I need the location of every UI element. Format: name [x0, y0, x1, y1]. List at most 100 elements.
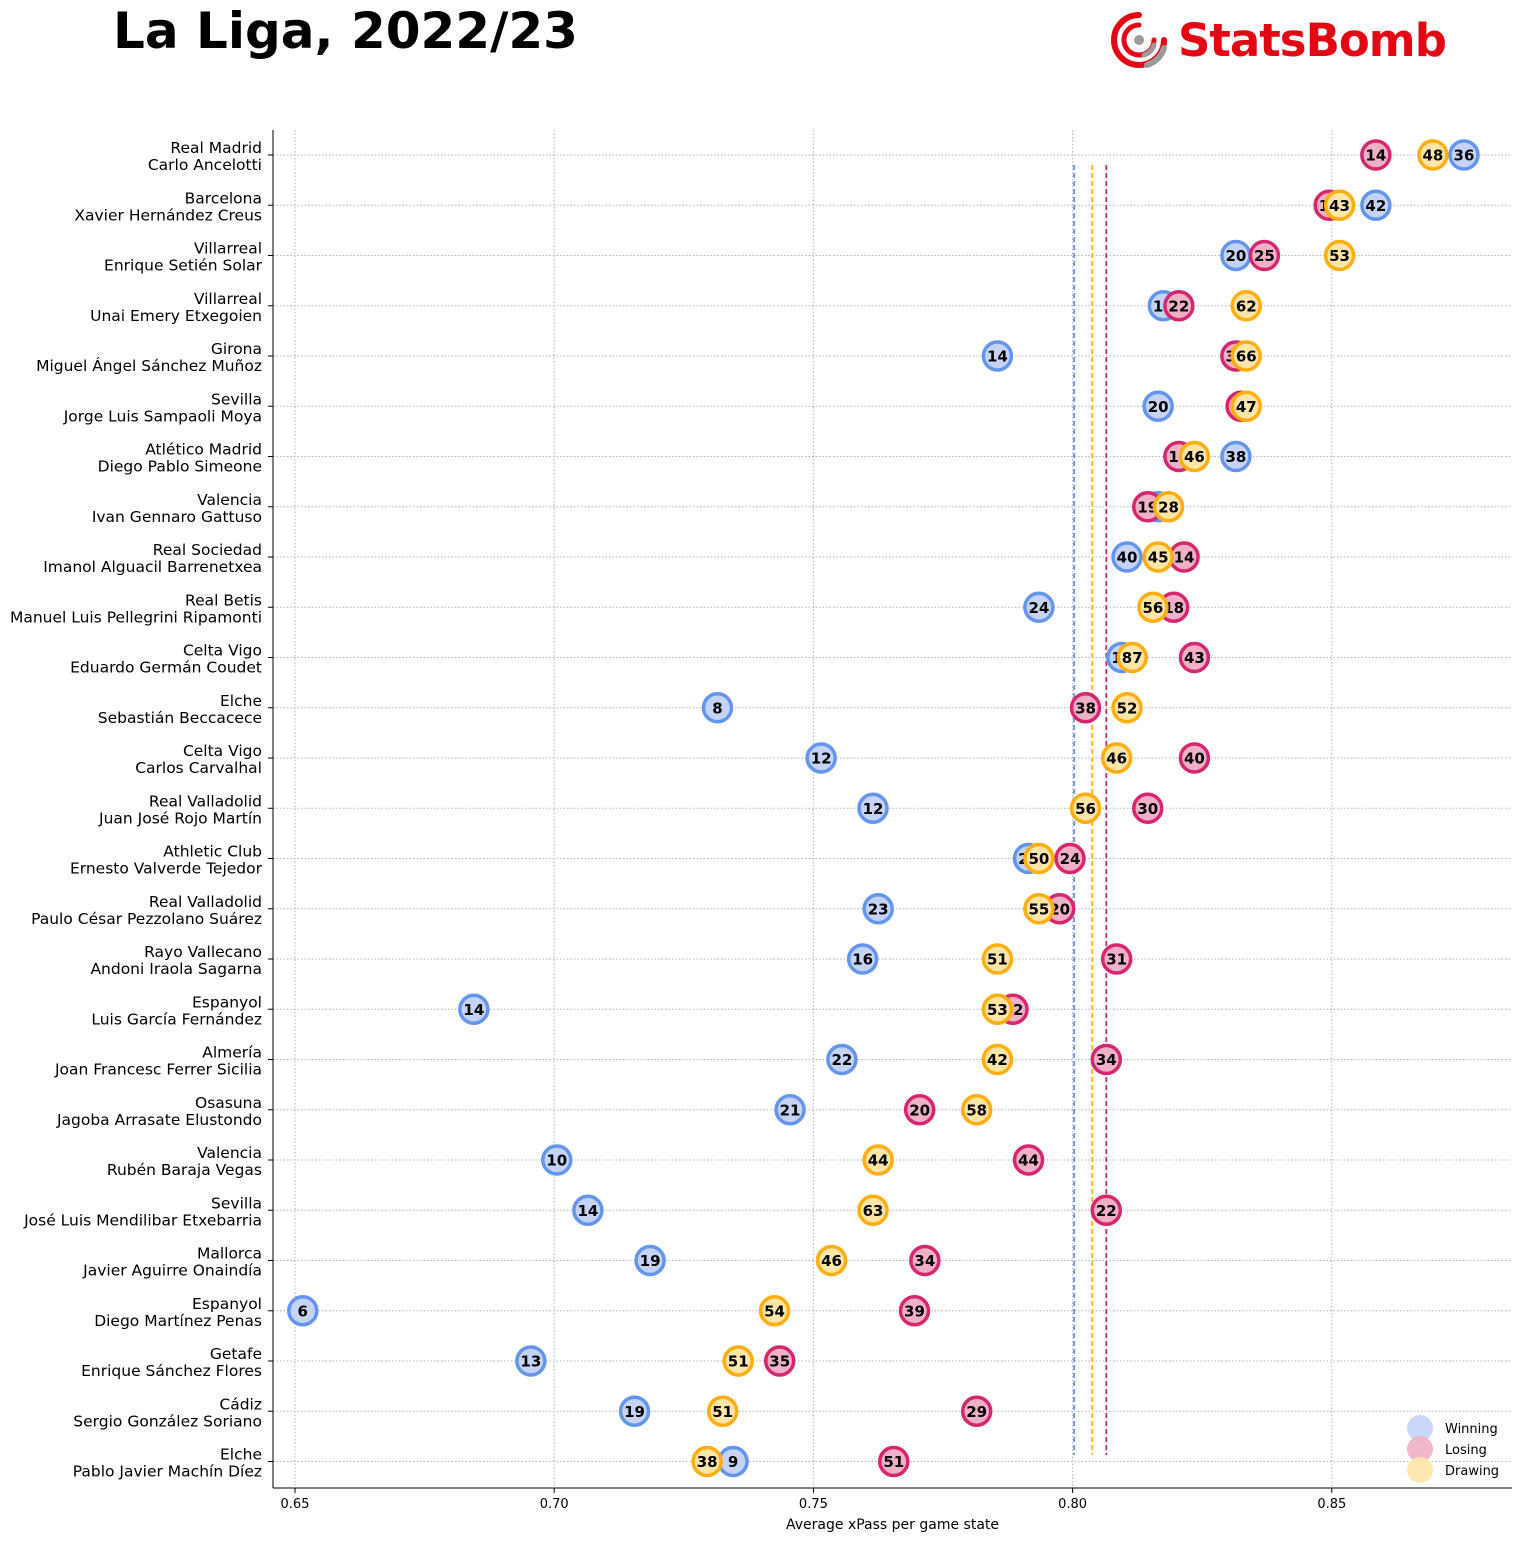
point-label-losing: 22 [1096, 1202, 1117, 1220]
y-tick-label-team: Celta Vigo [183, 742, 262, 760]
y-tick-label-team: Real Valladolid [149, 792, 262, 810]
y-tick-label-team: Sevilla [211, 1194, 262, 1212]
point-label-winning: 14 [577, 1202, 598, 1220]
point-label-drawing: 55 [1028, 900, 1049, 918]
legend-label-losing: Losing [1445, 1443, 1487, 1458]
y-tick-label-manager: Unai Emery Etxegoien [90, 307, 262, 325]
point-drawing [1178, 440, 1211, 473]
point-label-losing: 34 [1096, 1051, 1117, 1069]
x-tick-label: 0.65 [281, 1497, 310, 1512]
point-winning [1448, 139, 1480, 171]
point-winning [287, 1295, 319, 1327]
y-tick-label-team: Real Betis [185, 591, 262, 609]
point-drawing [1230, 390, 1263, 422]
x-tick-label: 0.70 [540, 1497, 569, 1512]
y-tick-label-manager: Sebastián Beccacece [98, 709, 262, 727]
y-tick-label-team: Rayo Vallecano [144, 943, 262, 961]
point-label-drawing: 56 [1075, 800, 1096, 818]
y-tick-label-manager: Andoni Iraola Sagarna [90, 960, 262, 978]
point-label-drawing: 53 [987, 1001, 1008, 1019]
point-drawing [857, 1194, 889, 1226]
x-tick-label: 0.85 [1317, 1497, 1346, 1512]
point-losing [1069, 692, 1102, 724]
point-label-drawing: 46 [821, 1252, 842, 1270]
point-label-losing: 25 [1254, 247, 1275, 265]
point-winning [826, 1043, 858, 1076]
y-tick-label-team: Cádiz [219, 1395, 262, 1413]
point-winning [774, 1094, 806, 1126]
point-label-winning: 14 [987, 348, 1008, 366]
y-tick-label-manager: Joan Francesc Ferrer Sicilia [54, 1061, 262, 1079]
point-losing [878, 1445, 910, 1478]
point-drawing [1111, 692, 1143, 724]
point-winning [846, 943, 879, 975]
point-label-losing: 14 [1174, 549, 1195, 567]
y-tick-label-manager: Javier Aguirre Onaindía [82, 1262, 262, 1280]
y-tick-label-manager: Pablo Javier Machín Díez [73, 1463, 262, 1481]
point-label-drawing: 66 [1236, 348, 1257, 366]
point-losing [1090, 1043, 1123, 1076]
point-label-drawing: 63 [863, 1202, 884, 1220]
point-drawing [1069, 792, 1102, 824]
point-label-winning: 40 [1117, 549, 1138, 567]
point-label-winning: 13 [520, 1353, 541, 1371]
point-losing [1054, 842, 1086, 875]
point-label-drawing: 42 [987, 1051, 1008, 1069]
point-label-drawing: 54 [764, 1302, 785, 1320]
y-tick-label-team: Getafe [210, 1345, 262, 1363]
point-losing [898, 1295, 931, 1327]
point-label-drawing: 56 [1143, 599, 1164, 617]
y-tick-label-manager: José Luis Mendilibar Etxebarria [23, 1211, 262, 1229]
point-label-losing: 29 [966, 1403, 987, 1421]
point-label-losing: 43 [1184, 649, 1205, 667]
point-drawing [1230, 290, 1263, 322]
y-tick-label-team: Espanyol [192, 993, 262, 1011]
point-losing [1100, 943, 1133, 975]
point-drawing [862, 1144, 894, 1176]
point-label-winning: 38 [1225, 448, 1246, 466]
point-drawing [981, 993, 1014, 1025]
y-tick-label-manager: Sergio González Soriano [73, 1412, 262, 1430]
point-winning [458, 993, 490, 1025]
point-label-losing: 30 [1137, 800, 1158, 818]
y-tick-label-team: Villarreal [194, 290, 262, 308]
point-winning [618, 1395, 651, 1427]
point-label-drawing: 43 [1329, 197, 1350, 215]
point-label-drawing: 62 [1236, 297, 1257, 315]
point-label-winning: 12 [863, 800, 884, 818]
point-label-drawing: 58 [966, 1101, 987, 1119]
x-tick-label: 0.80 [1058, 1497, 1087, 1512]
legend-marker-losing [1407, 1436, 1433, 1462]
point-label-winning: 23 [868, 900, 889, 918]
point-drawing [1116, 641, 1148, 674]
point-label-losing: 40 [1184, 750, 1205, 768]
y-tick-label-manager: Diego Martínez Penas [94, 1312, 262, 1330]
point-label-drawing: 51 [728, 1353, 749, 1371]
point-losing [903, 1094, 936, 1126]
legend-label-winning: Winning [1445, 1422, 1498, 1437]
point-losing [909, 1244, 941, 1277]
y-tick-label-manager: Rubén Baraja Vegas [107, 1161, 262, 1179]
y-tick-label-manager: Ivan Gennaro Gattuso [92, 508, 262, 526]
point-winning [857, 792, 889, 824]
point-winning [805, 742, 837, 774]
point-drawing [758, 1295, 791, 1327]
point-label-winning: 20 [1225, 247, 1246, 265]
point-drawing [981, 1043, 1014, 1076]
point-drawing [1142, 541, 1174, 573]
x-axis-label: Average xPass per game state [786, 1517, 999, 1533]
y-tick-label-team: Elche [220, 692, 262, 710]
point-label-drawing: 87 [1122, 649, 1143, 667]
point-label-drawing: 51 [987, 951, 1008, 969]
point-label-losing: 39 [904, 1302, 925, 1320]
point-winning [634, 1244, 666, 1277]
y-tick-label-manager: Luis García Fernández [91, 1010, 262, 1028]
point-winning [862, 893, 894, 925]
y-tick-label-manager: Paulo César Pezzolano Suárez [31, 910, 262, 928]
point-label-losing: 34 [914, 1252, 935, 1270]
y-tick-label-manager: Juan José Rojo Martín [98, 809, 262, 827]
y-tick-label-manager: Enrique Setién Solar [104, 257, 263, 275]
y-tick-label-team: Sevilla [211, 390, 262, 408]
y-tick-label-team: Elche [220, 1446, 262, 1464]
